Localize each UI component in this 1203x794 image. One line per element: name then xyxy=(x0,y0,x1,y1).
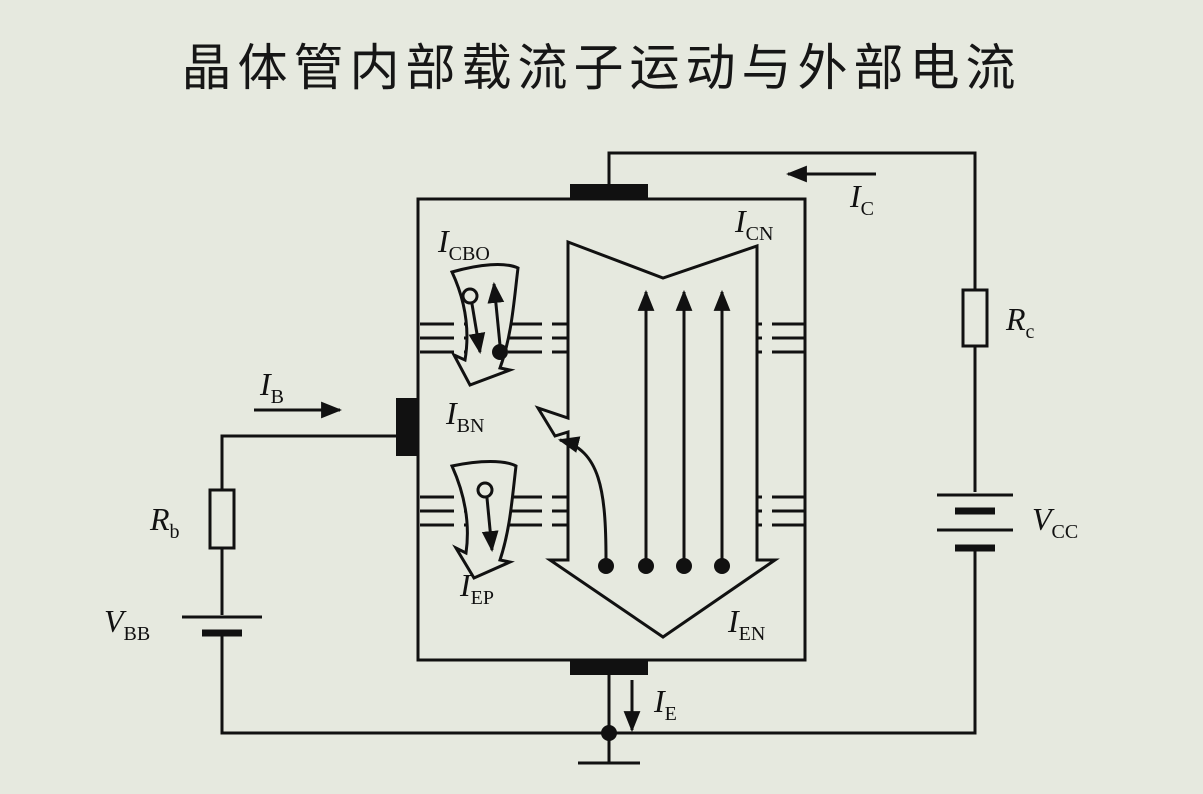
electron-paths xyxy=(637,289,731,566)
base-resistor xyxy=(208,488,236,550)
label-rb: Rb xyxy=(149,501,180,543)
label-ic: IC xyxy=(849,178,874,220)
label-icn: ICN xyxy=(734,203,773,245)
electron-icon xyxy=(492,344,508,360)
electron-dots xyxy=(598,558,730,574)
iep-flow-shape xyxy=(449,460,518,580)
label-ib: IB xyxy=(259,366,284,408)
hole-icon xyxy=(476,481,494,499)
collector-terminal xyxy=(570,184,648,200)
collector-battery xyxy=(937,493,1013,552)
label-ien: IEN xyxy=(727,603,765,645)
electron-flow-arrow xyxy=(534,239,780,639)
collector-resistor xyxy=(961,288,989,348)
base-battery xyxy=(182,615,262,637)
label-ibn: IBN xyxy=(445,395,484,437)
label-vbb: VBB xyxy=(104,603,150,645)
label-vcc: VCC xyxy=(1032,501,1078,543)
label-rc: Rc xyxy=(1005,301,1035,343)
hole-icon xyxy=(461,287,479,305)
label-iep: IEP xyxy=(459,567,494,609)
emitter-terminal xyxy=(570,659,648,675)
ground-node xyxy=(601,725,617,741)
label-icbo: ICBO xyxy=(437,223,490,265)
base-terminal xyxy=(396,398,419,456)
icbo-flow-shape xyxy=(449,263,520,387)
recombination-arrow xyxy=(557,436,608,561)
label-ie: IE xyxy=(653,683,677,725)
diagram-title: 晶体管内部载流子运动与外部电流 xyxy=(181,39,1022,97)
circuit-wires xyxy=(220,151,977,765)
